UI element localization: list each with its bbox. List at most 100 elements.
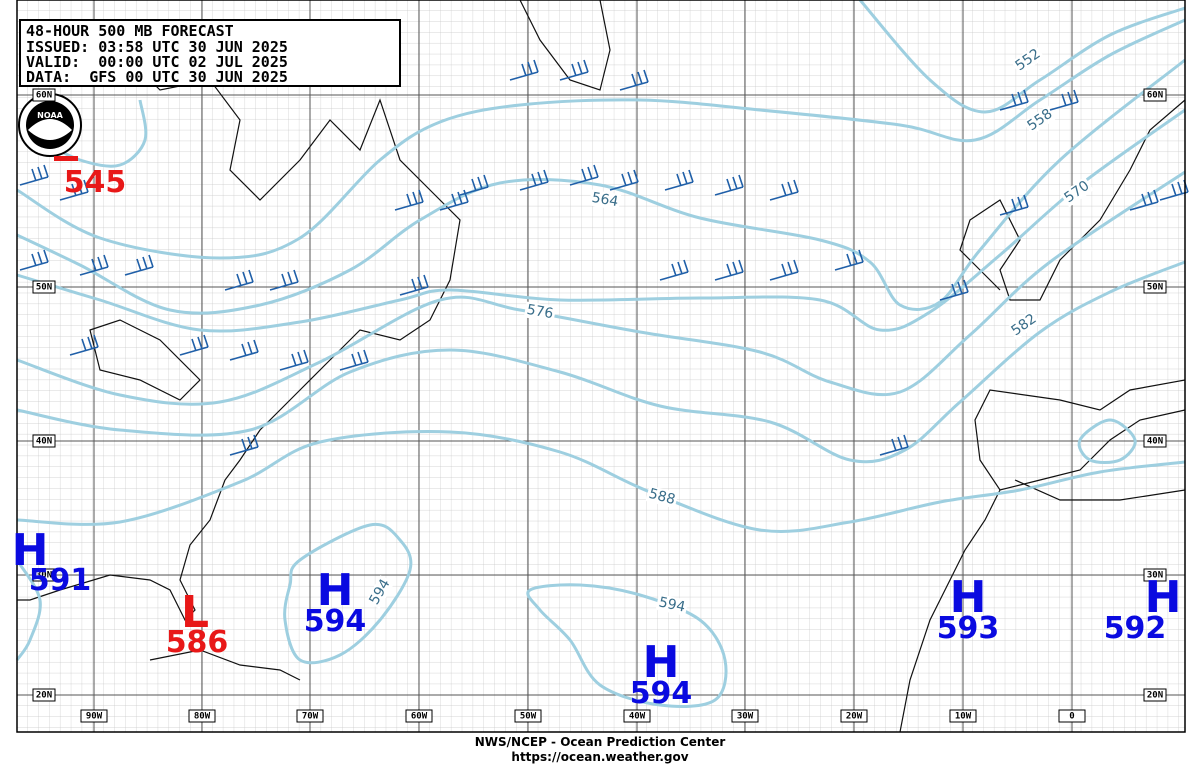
lon-label-box (80, 709, 108, 723)
lat-label-box (32, 88, 56, 102)
lon-label: 40W (629, 712, 646, 722)
lat-label: 40N (1147, 437, 1163, 447)
contour (526, 583, 728, 708)
contour-label: 564 (590, 190, 619, 210)
wind-barb (399, 274, 429, 296)
lat-label-box (1143, 568, 1167, 582)
wind-barb (224, 269, 254, 291)
lon-label: 30W (737, 712, 754, 722)
wind-barb (714, 259, 744, 281)
contour (16, 170, 1186, 406)
noaa-logo: NOAA (18, 93, 82, 157)
footer-line: NWS/NCEP - Ocean Prediction Center (475, 735, 726, 749)
center-symbol: H (317, 565, 354, 616)
center-symbol: L (181, 587, 209, 638)
lat-label-box (32, 280, 56, 294)
center-symbol: H (643, 637, 680, 688)
contour-label-bg (365, 575, 395, 609)
contour (16, 430, 1186, 534)
lat-label: 50N (1147, 283, 1163, 293)
lon-label: 60W (411, 712, 428, 722)
wind-barb (834, 249, 864, 271)
wind-barb (394, 189, 424, 211)
contour (16, 58, 1186, 315)
wind-barb (664, 169, 694, 191)
lat-label-box (32, 434, 56, 448)
lon-label-box (731, 709, 759, 723)
low-marker (54, 156, 78, 161)
contour (283, 522, 413, 665)
footer-line: https://ocean.weather.gov (511, 750, 688, 764)
lon-label-box (296, 709, 324, 723)
center-value: 586 (166, 625, 229, 660)
lat-label: 50N (36, 283, 52, 293)
contour-label-bg (645, 485, 679, 509)
wind-barb (229, 434, 259, 456)
lat-label: 20N (36, 691, 52, 701)
wind-barb (519, 169, 549, 191)
contour (16, 108, 1186, 333)
header-line: ISSUED: 03:58 UTC 30 JUN 2025 (26, 38, 288, 56)
center-value: 594 (630, 676, 693, 711)
contour (858, 0, 1186, 114)
wind-barb (19, 164, 49, 186)
lon-label: 80W (194, 712, 211, 722)
wind-barb (714, 174, 744, 196)
contour-label-bg (1007, 309, 1041, 341)
coastlines (17, 0, 1186, 733)
lon-label: 70W (302, 712, 319, 722)
header-line: 48-HOUR 500 MB FORECAST (26, 22, 234, 40)
center-symbol: H (12, 525, 49, 576)
contour-label-bg (655, 594, 689, 616)
lat-label: 30N (36, 571, 52, 581)
lon-label-box (949, 709, 977, 723)
center-value: 592 (1104, 611, 1167, 646)
lat-label-box (1143, 280, 1167, 294)
contour-label: 588 (647, 486, 677, 508)
lon-label-box (405, 709, 433, 723)
contour-label: 576 (525, 302, 554, 322)
header-line: DATA: GFS 00 UTC 30 JUN 2025 (26, 68, 288, 86)
wind-barb (339, 349, 369, 371)
contour (15, 559, 42, 661)
wind-barb (439, 189, 469, 211)
header-frame (19, 19, 401, 87)
low-value: 545 (64, 165, 127, 200)
contour (39, 99, 148, 168)
wind-barb (19, 249, 49, 271)
lat-label: 40N (36, 437, 52, 447)
wind-barb (269, 269, 299, 291)
center-value: 591 (29, 563, 92, 598)
contour-label-bg (1011, 44, 1045, 76)
wind-barb (999, 89, 1029, 111)
wind-barb (179, 334, 209, 356)
map-frame (16, 0, 1186, 733)
lat-label-box (1143, 88, 1167, 102)
wind-barb (559, 59, 589, 81)
contour (16, 18, 1186, 260)
lon-label-box (840, 709, 868, 723)
lon-label-box (1058, 709, 1086, 723)
wind-barb (459, 174, 489, 196)
lon-label-box (623, 709, 651, 723)
contour (1077, 418, 1137, 464)
lon-label: 20W (846, 712, 863, 722)
wind-barb (659, 259, 689, 281)
wind-barb (59, 179, 89, 201)
lat-label: 30N (1147, 571, 1163, 581)
lat-label: 60N (36, 91, 52, 101)
major-grid (17, 0, 1185, 732)
minor-grid (17, 0, 1185, 732)
logo-text: NOAA (37, 111, 63, 120)
center-symbol: H (950, 572, 987, 623)
wind-barb (69, 334, 99, 356)
contour-label: 594 (657, 594, 687, 615)
wind-barb (609, 169, 639, 191)
contour-label-bg (1023, 104, 1057, 136)
wind-barb (939, 279, 969, 301)
wind-barb (509, 59, 539, 81)
lat-label-box (32, 568, 56, 582)
center-value: 594 (304, 604, 367, 639)
